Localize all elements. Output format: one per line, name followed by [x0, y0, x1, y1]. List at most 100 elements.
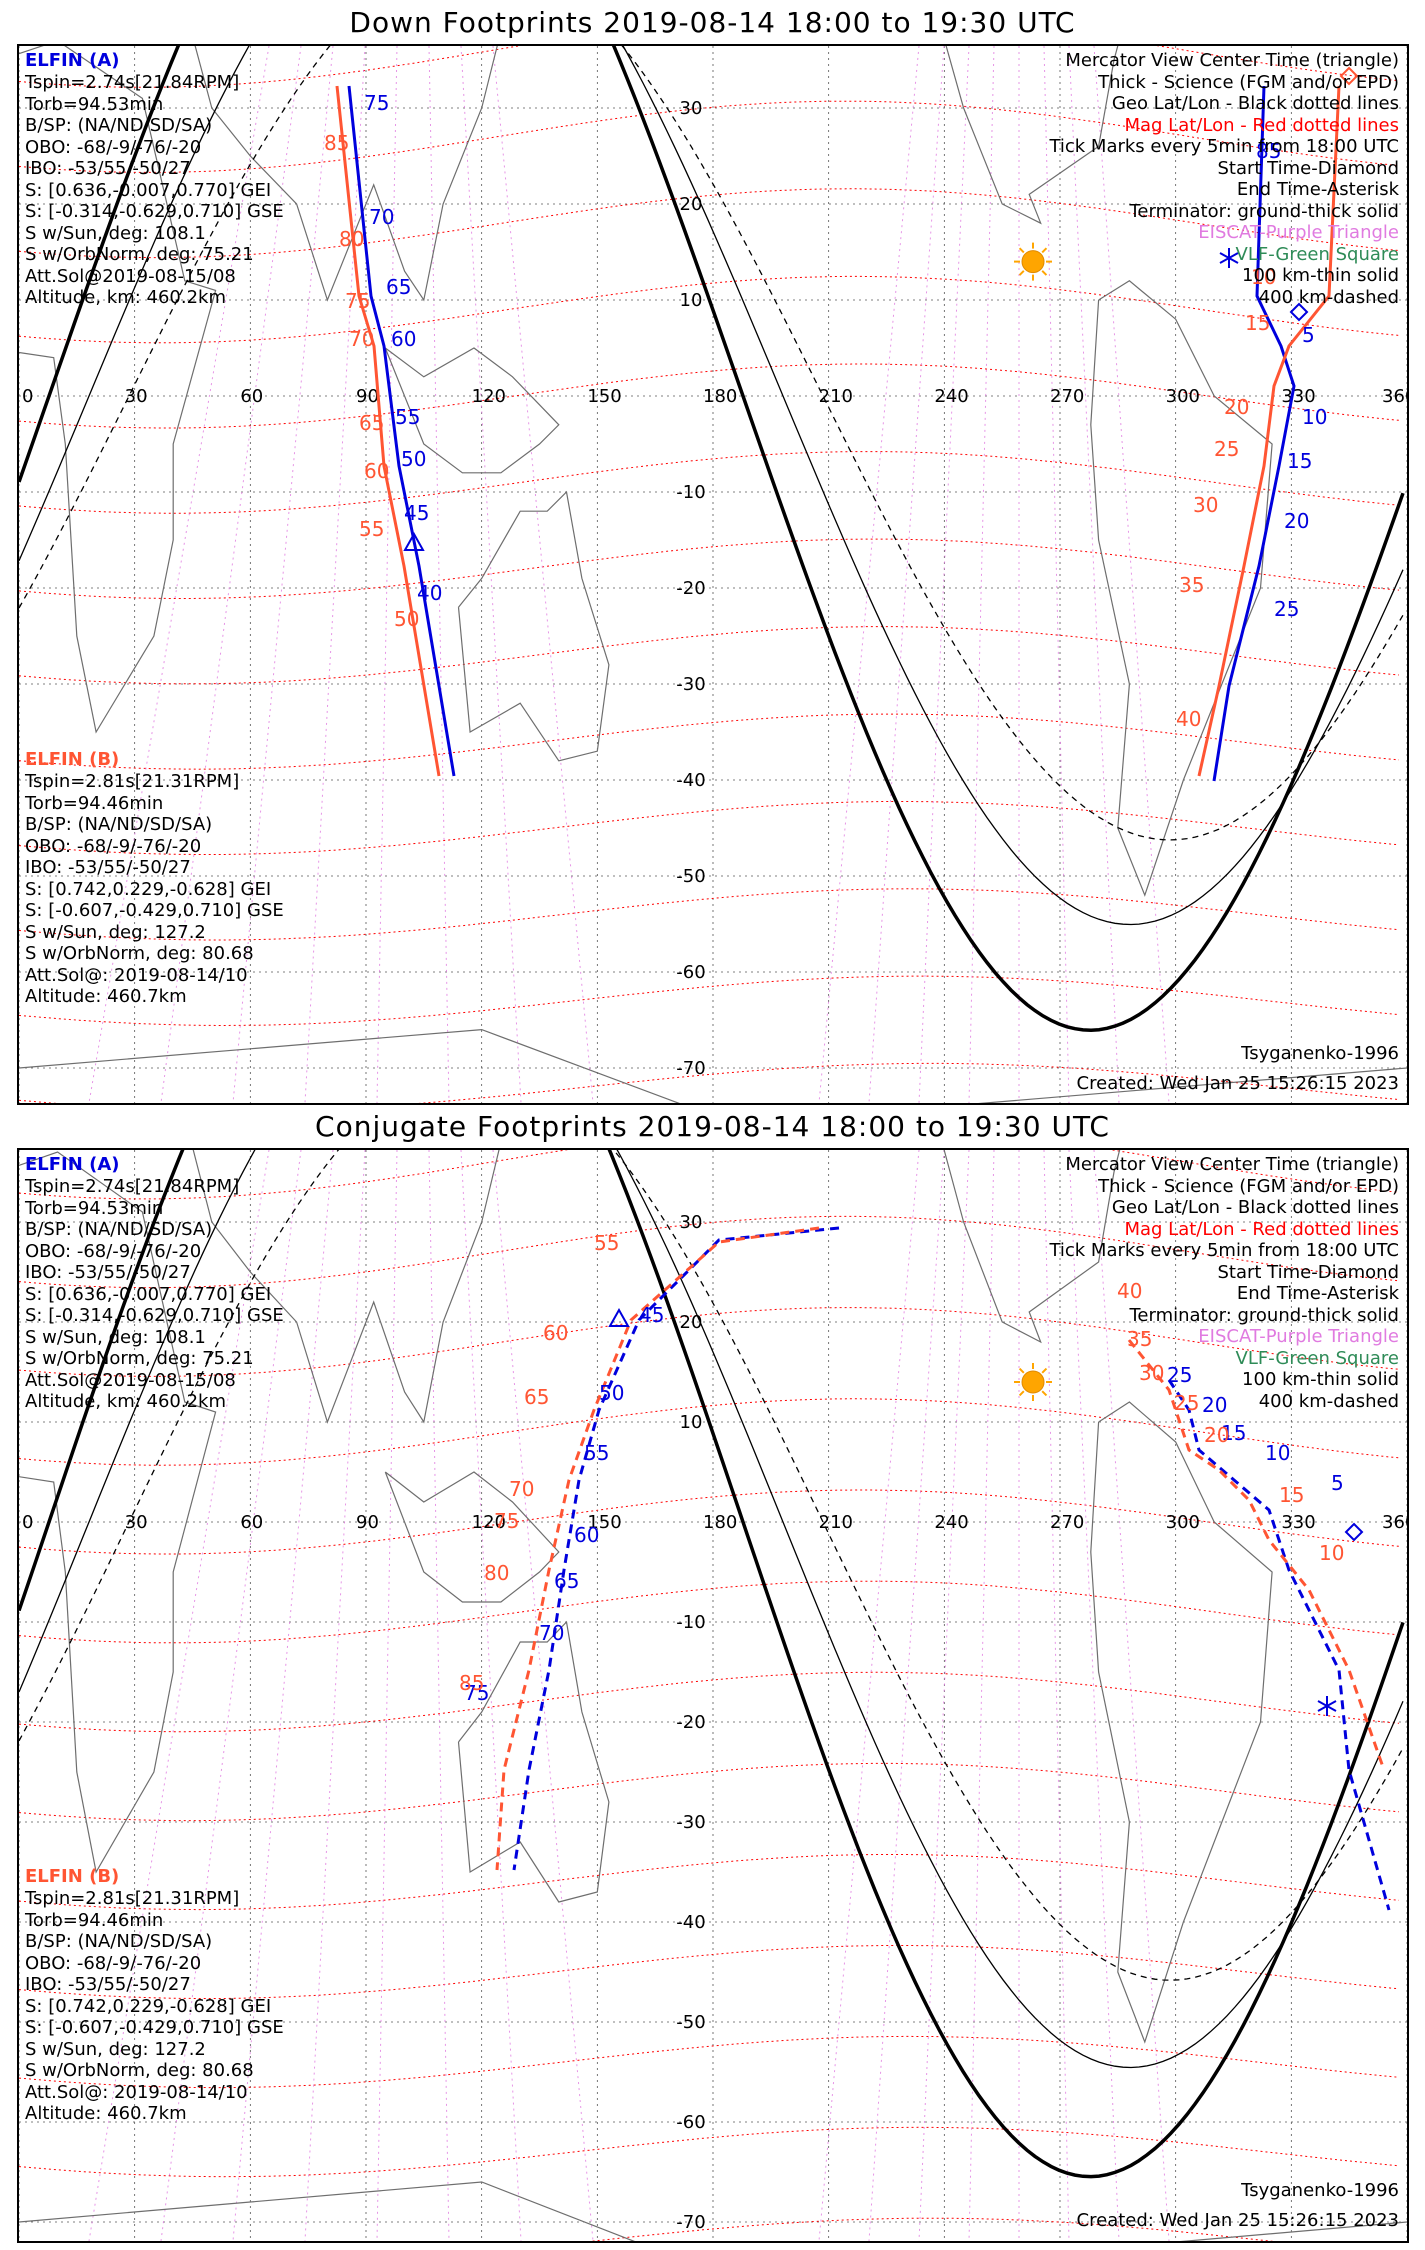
info-line: S w/Sun, deg: 127.2 — [25, 2038, 206, 2060]
lon-tick-label: 330 — [1281, 1512, 1315, 1533]
track-tick-label: 10 — [1265, 1441, 1290, 1465]
info-line: B/SP: (NA/ND/SD/SA) — [25, 115, 213, 136]
lon-tick-label: 120 — [472, 1512, 506, 1533]
info-line: S: [0.742,0.229,-0.628] GEI — [25, 1995, 272, 2017]
track-tick-label: 55 — [395, 405, 420, 429]
elfin-a-track — [1212, 85, 1296, 782]
lat-tick-label: -20 — [676, 578, 705, 599]
info-line: Att.Sol@2019-08-15/08 — [25, 1369, 236, 1391]
elfin-a-name: ELFIN (A) — [25, 1154, 120, 1175]
track-tick-label: 15 — [1287, 449, 1312, 473]
geo-grid — [19, 1150, 1407, 2241]
sun-icon — [1014, 242, 1053, 281]
track-tick-label: 50 — [599, 1381, 624, 1405]
center-time-triangle — [403, 531, 425, 551]
track-tick-label: 15 — [1221, 1421, 1246, 1445]
mag-parallel — [19, 1671, 1400, 1733]
track-tick-label: 15 — [1279, 1483, 1304, 1507]
info-line: S: [-0.607,-0.429,0.710] GSE — [25, 900, 284, 921]
legend-item: Mag Lat/Lon - Red dotted lines — [1124, 114, 1399, 136]
mag-meridian — [968, 46, 995, 1103]
info-line: IBO: -53/55/-50/27 — [25, 1262, 191, 1283]
info-line: Torb=94.53min — [25, 93, 164, 115]
track-tick-label: 45 — [404, 501, 429, 525]
elfin-b-name: ELFIN (B) — [25, 749, 120, 770]
track-tick-label: 10 — [1251, 265, 1276, 289]
track-tick-label: 60 — [574, 1523, 599, 1547]
lon-tick-label: 240 — [934, 1512, 968, 1533]
lon-axis: 0 30 60 90 120 150 180 210 240 270 300 330 360 — [22, 386, 1407, 407]
track-tick-label: 40 — [1176, 707, 1201, 731]
mag-parallel — [19, 46, 1400, 88]
mag-meridian — [160, 46, 302, 1103]
elfin-b-name: ELFIN (B) — [25, 1866, 120, 1887]
terminator-ground — [19, 46, 1405, 1032]
lat-tick-label: 30 — [680, 98, 703, 119]
track-tick-label: 20 — [1224, 395, 1249, 419]
info-line: S: [0.636,-0.007,0.770] GEI — [25, 1283, 272, 1305]
info-line: S w/Sun, deg: 127.2 — [25, 921, 206, 943]
terminator-400km — [19, 46, 1404, 841]
terminator-ground — [19, 1150, 1405, 2179]
mag-parallel — [19, 975, 1400, 1027]
end-asterisk — [1219, 248, 1239, 268]
elfin-b-track — [495, 1226, 820, 1871]
mag-meridian — [428, 46, 450, 1103]
legend-item: Start Time-Diamond — [1217, 1261, 1399, 1283]
mag-meridian — [968, 1150, 995, 2241]
track-tick-label: 20 — [1202, 1393, 1227, 1417]
lon-tick-label: 300 — [1166, 1512, 1200, 1533]
track-tick-label: 45 — [639, 1303, 664, 1327]
info-line: Altitude, km: 460.2km — [25, 1391, 227, 1412]
info-line: OBO: -68/-9/-76/-20 — [25, 835, 202, 857]
mag-meridian — [868, 46, 945, 1103]
track-tick-label: 50 — [401, 447, 426, 471]
coastline — [194, 46, 498, 302]
mag-parallel — [19, 1580, 1400, 1644]
mag-parallel — [589, 2217, 1275, 2241]
track-tick-label: 5 — [1331, 1471, 1344, 1495]
mag-parallel — [19, 713, 1400, 770]
info-line: Altitude: 460.7km — [25, 986, 187, 1007]
legend-item: Geo Lat/Lon - Black dotted lines — [1111, 1197, 1399, 1218]
track-tick-label: 25 — [1214, 437, 1239, 461]
track-tick-label: 80 — [339, 227, 364, 251]
sun-icon — [1014, 1363, 1053, 1401]
coastline — [19, 1151, 217, 1874]
lon-tick-label: 180 — [703, 386, 737, 407]
track-tick-label: 20 — [1284, 509, 1309, 533]
track-tick-label: 70 — [539, 1621, 564, 1645]
lon-tick-label: 300 — [1166, 386, 1200, 407]
track-tick-label: 65 — [554, 1569, 579, 1593]
mag-parallel — [19, 2126, 1400, 2178]
legend-item: EISCAT-Purple Triangle — [1198, 222, 1399, 243]
mag-meridian — [918, 1150, 970, 2241]
lon-tick-label: 120 — [472, 386, 506, 407]
lat-tick-label: 10 — [680, 290, 703, 311]
track-tick-label: 85 — [324, 131, 349, 155]
track-tick-label: 70 — [369, 205, 394, 229]
legend-item: Thick - Science (FGM and/or EPD) — [1098, 71, 1399, 93]
mag-meridian — [376, 46, 398, 1103]
lon-tick-label: 360 — [1382, 1512, 1407, 1533]
lon-tick-label: 30 — [125, 386, 148, 407]
mag-meridian — [818, 46, 920, 1103]
track-tick-label: 35 — [1179, 573, 1204, 597]
lon-tick-label: 150 — [587, 386, 621, 407]
info-line: B/SP: (NA/ND/SD/SA) — [25, 814, 213, 835]
mag-meridian — [428, 1150, 450, 2241]
info-line: OBO: -68/-9/-76/-20 — [25, 1240, 202, 1262]
info-line: Att.Sol@: 2019-08-14/10 — [25, 964, 248, 986]
legend-item: Mercator View Center Time (triangle) — [1065, 50, 1399, 71]
info-line: Tspin=2.74s[21.84RPM] — [25, 72, 240, 93]
terminator-100km — [19, 46, 1404, 926]
coastlines — [19, 46, 1407, 1103]
lon-tick-label: 180 — [703, 1512, 737, 1533]
mag-parallel — [19, 100, 1400, 173]
track-tick-label: 25 — [1274, 597, 1299, 621]
info-line: OBO: -68/-9/-76/-20 — [25, 136, 202, 158]
track-tick-label: 80 — [484, 1561, 509, 1585]
info-line: S: [0.636,-0.007,0.770] GEI — [25, 179, 272, 201]
lon-tick-label: 210 — [819, 1512, 853, 1533]
mag-meridian — [918, 46, 970, 1103]
